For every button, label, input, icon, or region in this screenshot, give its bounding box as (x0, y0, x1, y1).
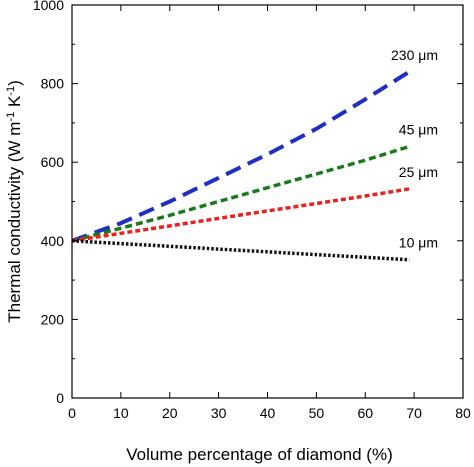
series-label-0: 230 μm (391, 47, 438, 63)
x-tick-label: 0 (68, 405, 76, 421)
series-line-0 (71, 70, 411, 243)
y-tick-label: 800 (41, 76, 65, 92)
series-label-layer: 230 μm 45 μm 25 μm 10 μm (391, 47, 438, 251)
x-tick-label: 30 (211, 405, 227, 421)
x-tick-label: 20 (162, 405, 178, 421)
series-label-1: 45 μm (399, 121, 438, 137)
y-tick-label: 400 (41, 233, 65, 249)
y-axis-title-part: Thermal conductivity (W m (5, 122, 24, 323)
y-axis-title-part: ) (5, 80, 24, 86)
x-tick-label: 70 (406, 405, 422, 421)
series-line-1 (71, 144, 410, 243)
plot-frame (71, 4, 464, 399)
plot-border (71, 4, 464, 399)
x-tick-label: 80 (455, 405, 471, 421)
y-tick-label: 0 (56, 390, 64, 406)
y-axis-title-superscript: -1 (5, 112, 17, 122)
y-axis-title-part: K (5, 95, 24, 112)
y-tick-label: 600 (41, 154, 65, 170)
series-label-2: 25 μm (399, 164, 438, 180)
series-line-3 (71, 239, 410, 262)
x-tick-label: 60 (357, 405, 373, 421)
x-tick-label: 40 (260, 405, 276, 421)
series-layer (71, 70, 411, 262)
x-axis-title: Volume percentage of diamond (%) (126, 445, 393, 464)
x-tick-label: 50 (309, 405, 325, 421)
x-tick-label: 10 (113, 405, 129, 421)
series-line-2 (71, 187, 410, 243)
y-axis-title: Thermal conductivity (W m-1 K-1) (5, 80, 24, 323)
y-axis-title-superscript: -1 (5, 86, 17, 96)
y-tick-label: 200 (41, 311, 65, 327)
series-label-3: 10 μm (399, 235, 438, 251)
y-tick-label: 1000 (33, 0, 64, 13)
